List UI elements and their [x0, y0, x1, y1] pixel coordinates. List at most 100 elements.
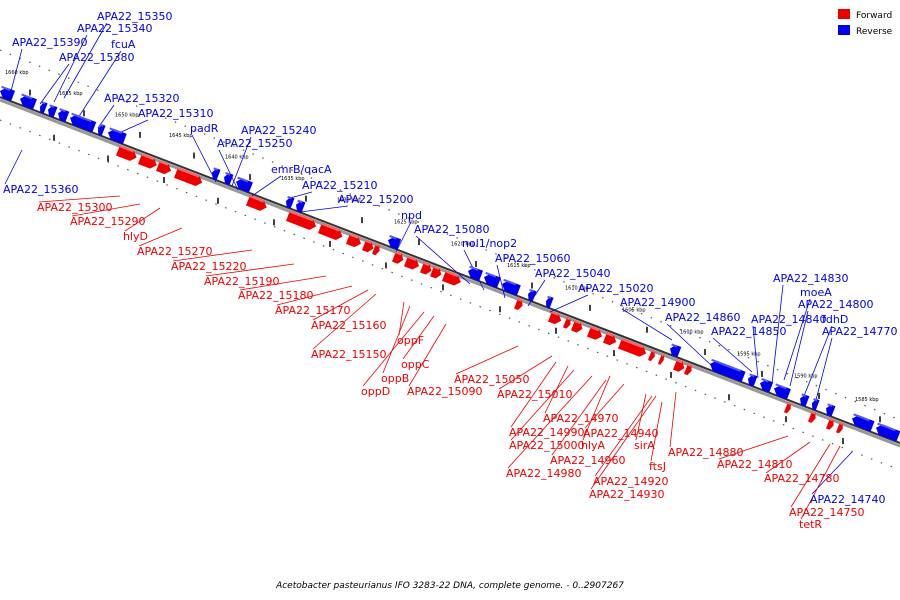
forward-gene[interactable]	[372, 243, 382, 256]
gene-label[interactable]: sirA	[634, 439, 655, 452]
gene-label[interactable]: APA22_15220	[171, 260, 246, 273]
reverse-gene[interactable]	[386, 235, 402, 250]
forward-gene[interactable]	[362, 239, 375, 254]
gene-label[interactable]: APA22_15010	[497, 388, 572, 401]
forward-gene[interactable]	[684, 363, 694, 376]
forward-gene[interactable]	[648, 349, 657, 362]
gene-label[interactable]: APA22_14990	[509, 426, 584, 439]
forward-gene[interactable]	[404, 255, 421, 271]
forward-gene[interactable]	[603, 332, 618, 347]
reverse-gene[interactable]	[222, 171, 234, 186]
gene-label[interactable]: APA22_15170	[275, 304, 350, 317]
reverse-gene[interactable]	[96, 123, 106, 136]
gene-label[interactable]: oppD	[361, 385, 390, 398]
reverse-gene[interactable]	[18, 93, 37, 110]
reverse-gene[interactable]	[38, 101, 48, 114]
gene-label[interactable]: APA22_15000	[509, 439, 584, 452]
forward-gene[interactable]	[174, 167, 204, 188]
forward-gene[interactable]	[286, 210, 318, 232]
gene-label[interactable]: APA22_15340	[77, 22, 152, 35]
gene-label[interactable]: APA22_14980	[506, 467, 581, 480]
gene-label[interactable]: APA22_15180	[238, 289, 313, 302]
gene-label[interactable]: fdhD	[822, 313, 848, 326]
forward-gene[interactable]	[658, 353, 666, 366]
reverse-gene[interactable]	[668, 343, 682, 358]
gene-label[interactable]: APA22_14900	[620, 296, 695, 309]
gene-label[interactable]: hlyD	[123, 230, 148, 243]
forward-gene[interactable]	[318, 222, 344, 242]
gene-label[interactable]: tetR	[799, 518, 822, 531]
gene-label[interactable]: APA22_15380	[59, 51, 134, 64]
gene-label[interactable]: APA22_14740	[810, 493, 885, 506]
gene-label[interactable]: fcuA	[111, 38, 136, 51]
gene-label[interactable]: APA22_14970	[543, 412, 618, 425]
gene-label[interactable]: APA22_15390	[12, 36, 87, 49]
reverse-gene[interactable]	[68, 112, 97, 133]
reverse-gene[interactable]	[758, 378, 774, 393]
gene-label[interactable]: APA22_14770	[822, 325, 897, 338]
forward-gene[interactable]	[618, 338, 648, 358]
reverse-gene[interactable]	[284, 195, 295, 209]
forward-gene[interactable]	[138, 153, 159, 171]
gene-label[interactable]: ftsJ	[649, 460, 666, 473]
gene-label[interactable]: npd	[401, 209, 422, 222]
gene-label[interactable]: APA22_14940	[583, 427, 658, 440]
gene-label[interactable]: APA22_14800	[798, 298, 873, 311]
gene-label[interactable]: hlyA	[581, 439, 606, 452]
gene-label[interactable]: APA22_14930	[589, 488, 664, 501]
gene-label[interactable]: APA22_15150	[311, 348, 386, 361]
gene-label[interactable]: APA22_14780	[764, 472, 839, 485]
reverse-gene[interactable]	[46, 104, 58, 118]
forward-gene[interactable]	[430, 265, 443, 280]
gene-label[interactable]: APA22_15290	[70, 215, 145, 228]
gene-label[interactable]: APA22_15080	[414, 223, 489, 236]
forward-gene[interactable]	[836, 422, 845, 434]
reverse-gene[interactable]	[810, 398, 820, 411]
reverse-gene[interactable]	[482, 271, 501, 288]
gene-label[interactable]: APA22_14810	[717, 458, 792, 471]
gene-label[interactable]: APA22_14840	[751, 313, 826, 326]
forward-gene[interactable]	[808, 411, 818, 423]
forward-gene[interactable]	[156, 160, 173, 176]
gene-label[interactable]: APA22_14960	[550, 454, 625, 467]
reverse-gene[interactable]	[210, 167, 221, 181]
forward-gene[interactable]	[673, 359, 686, 373]
forward-gene[interactable]	[784, 402, 793, 414]
gene-label[interactable]: APA22_15210	[302, 179, 377, 192]
gene-label[interactable]: APA22_15060	[495, 252, 570, 265]
gene-label[interactable]: APA22_15020	[578, 282, 653, 295]
reverse-gene[interactable]	[294, 199, 306, 213]
reverse-gene[interactable]	[0, 85, 16, 102]
reverse-gene[interactable]	[850, 413, 875, 432]
reverse-gene[interactable]	[798, 393, 810, 407]
forward-gene[interactable]	[571, 320, 584, 334]
forward-gene[interactable]	[420, 262, 433, 276]
reverse-gene[interactable]	[772, 383, 791, 400]
gene-label[interactable]: APA22_14850	[711, 325, 786, 338]
reverse-gene[interactable]	[234, 176, 253, 193]
gene-label[interactable]: APA22_15350	[97, 10, 172, 23]
forward-gene[interactable]	[246, 195, 269, 212]
gene-label[interactable]: APA22_15200	[338, 193, 413, 206]
gene-label[interactable]: APA22_15160	[311, 319, 386, 332]
reverse-gene[interactable]	[106, 127, 127, 145]
reverse-gene[interactable]	[56, 108, 70, 123]
forward-gene[interactable]	[116, 145, 139, 162]
reverse-gene[interactable]	[544, 295, 554, 309]
gene-label[interactable]: oppB	[381, 372, 409, 385]
gene-label[interactable]: APA22_15310	[138, 107, 213, 120]
gene-label[interactable]: APA22_15190	[204, 275, 279, 288]
gene-label[interactable]: nol1/nop2	[462, 237, 517, 250]
reverse-gene[interactable]	[526, 288, 537, 302]
forward-gene[interactable]	[346, 233, 363, 249]
gene-label[interactable]: APA22_14920	[593, 475, 668, 488]
gene-label[interactable]: APA22_15040	[535, 267, 610, 280]
gene-label[interactable]: APA22_15320	[104, 92, 179, 105]
gene-label[interactable]: oppC	[401, 358, 430, 371]
forward-gene[interactable]	[587, 326, 604, 341]
reverse-gene[interactable]	[874, 422, 900, 442]
forward-gene[interactable]	[826, 418, 836, 430]
reverse-gene[interactable]	[466, 265, 484, 282]
reverse-gene[interactable]	[708, 358, 746, 383]
gene-label[interactable]: APA22_15270	[137, 245, 212, 258]
